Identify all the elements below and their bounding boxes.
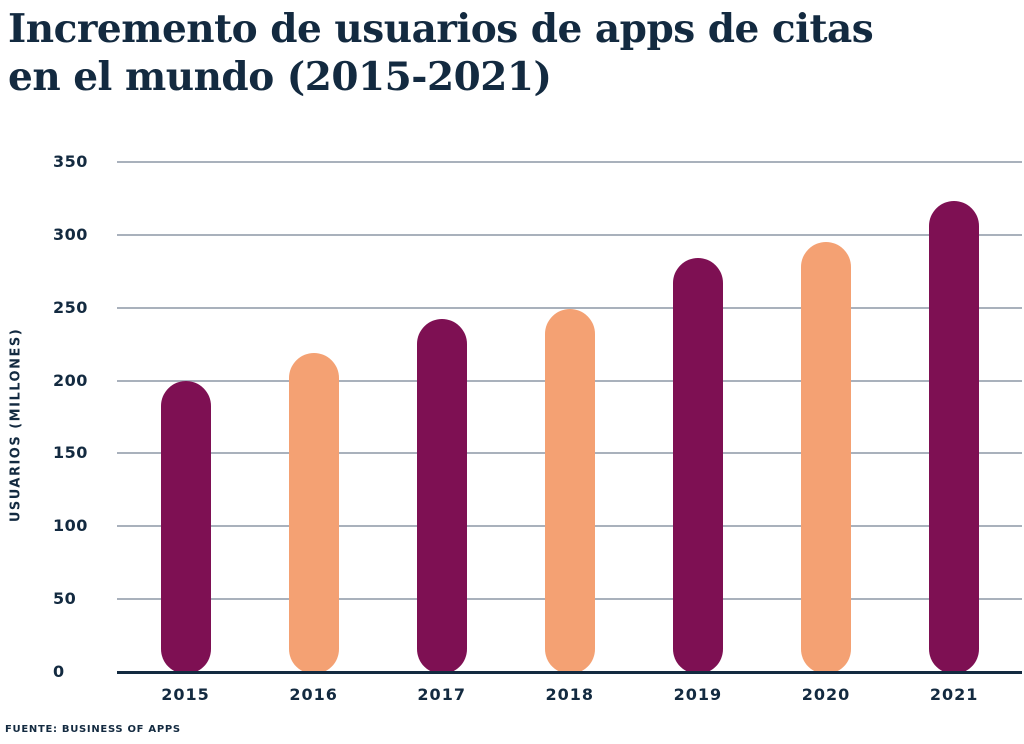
y-tick-50: 50 [53, 589, 77, 609]
y-tick-100: 100 [53, 516, 88, 536]
y-tick-300: 300 [53, 224, 88, 244]
x-tick-2019: 2019 [673, 685, 723, 704]
x-tick-2015: 2015 [161, 685, 210, 704]
bar-2015 [160, 381, 211, 674]
x-tick-2021: 2021 [929, 685, 979, 704]
y-tick-250: 250 [53, 297, 88, 317]
bar-2017 [416, 319, 467, 674]
bar-2016 [288, 353, 339, 674]
bar-2019 [672, 258, 723, 674]
chart-title: Incremento de usuarios de apps de citas e… [8, 5, 874, 101]
chart-title-line1: Incremento de usuarios de apps de citas [8, 6, 874, 52]
x-tick-2017: 2017 [417, 685, 466, 704]
y-tick-150: 150 [53, 443, 88, 463]
x-tick-2020: 2020 [801, 685, 851, 704]
gridline-250 [117, 306, 1022, 309]
x-tick-2018: 2018 [545, 685, 595, 704]
source-note: FUENTE: BUSINESS OF APPS [5, 724, 181, 735]
chart-title-line2: en el mundo (2015-2021) [8, 54, 552, 100]
bar-2020 [801, 242, 851, 674]
gridline-300 [117, 233, 1022, 236]
x-tick-2016: 2016 [289, 685, 338, 704]
gridline-350 [117, 161, 1022, 163]
y-tick-200: 200 [53, 370, 88, 390]
bar-2018 [544, 309, 595, 674]
y-tick-350: 350 [53, 152, 88, 171]
bar-2021 [929, 201, 980, 674]
y-tick-0: 0 [53, 662, 65, 681]
x-axis-line [117, 671, 1022, 674]
y-axis-label: USUARIOS (MILLONES) [8, 327, 24, 523]
